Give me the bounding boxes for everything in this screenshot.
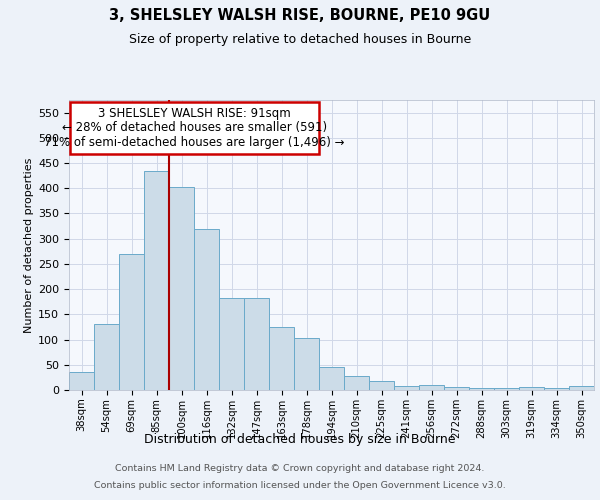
Text: 3 SHELSLEY WALSH RISE: 91sqm: 3 SHELSLEY WALSH RISE: 91sqm	[98, 107, 290, 120]
Text: 3, SHELSLEY WALSH RISE, BOURNE, PE10 9GU: 3, SHELSLEY WALSH RISE, BOURNE, PE10 9GU	[109, 8, 491, 22]
Text: Size of property relative to detached houses in Bourne: Size of property relative to detached ho…	[129, 32, 471, 46]
Bar	[344, 376, 369, 390]
Bar	[544, 388, 569, 390]
Bar	[194, 228, 219, 390]
Y-axis label: Number of detached properties: Number of detached properties	[24, 158, 34, 332]
Bar	[519, 388, 544, 390]
Bar	[394, 386, 419, 390]
Text: 71% of semi-detached houses are larger (1,496) →: 71% of semi-detached houses are larger (…	[44, 136, 344, 149]
Bar	[419, 386, 444, 390]
Text: Contains public sector information licensed under the Open Government Licence v3: Contains public sector information licen…	[94, 481, 506, 490]
Bar	[219, 298, 244, 390]
Bar	[119, 254, 144, 390]
Bar	[294, 338, 319, 390]
Text: ← 28% of detached houses are smaller (591): ← 28% of detached houses are smaller (59…	[62, 121, 327, 134]
Bar	[69, 372, 94, 390]
Bar	[169, 186, 194, 390]
Bar	[269, 327, 294, 390]
Bar	[369, 382, 394, 390]
Bar	[469, 388, 494, 390]
Bar	[494, 388, 519, 390]
Bar	[144, 170, 169, 390]
Bar	[444, 388, 469, 390]
Bar	[319, 368, 344, 390]
Text: Distribution of detached houses by size in Bourne: Distribution of detached houses by size …	[144, 432, 456, 446]
FancyBboxPatch shape	[70, 102, 319, 154]
Bar	[94, 324, 119, 390]
Text: Contains HM Land Registry data © Crown copyright and database right 2024.: Contains HM Land Registry data © Crown c…	[115, 464, 485, 473]
Bar	[244, 298, 269, 390]
Bar	[569, 386, 594, 390]
